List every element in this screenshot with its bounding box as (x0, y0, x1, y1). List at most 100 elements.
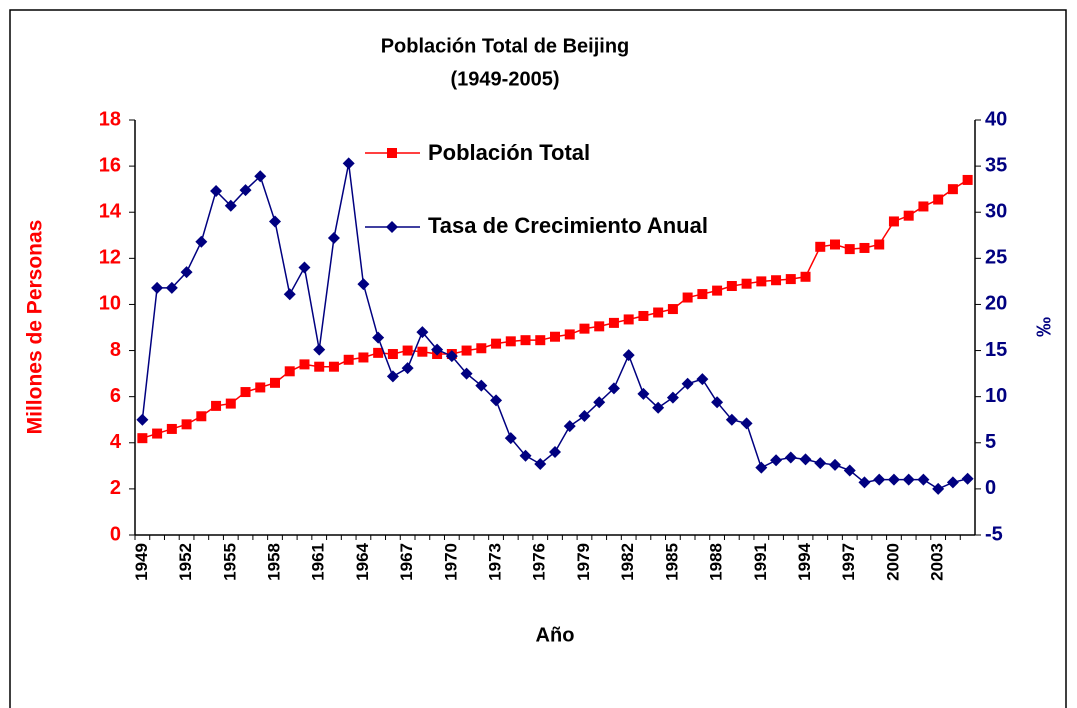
data-point (667, 304, 678, 315)
y-tick-label: 14 (99, 201, 122, 223)
chart-title: Población Total de Beijing (381, 35, 630, 57)
data-point (917, 473, 930, 486)
data-point (932, 482, 945, 495)
y2-tick-label: -5 (985, 523, 1003, 545)
data-point (240, 387, 251, 398)
data-point (946, 476, 959, 489)
data-point (270, 377, 280, 388)
data-point (741, 278, 752, 289)
data-point (298, 261, 311, 274)
data-point (756, 276, 767, 287)
data-point (873, 473, 886, 486)
x-tick-label: 1979 (574, 543, 593, 581)
legend-marker (387, 148, 397, 158)
data-point (784, 451, 797, 464)
y2-tick-label: 15 (985, 339, 1007, 361)
data-point (726, 281, 737, 291)
data-point (799, 453, 812, 466)
data-point (224, 199, 237, 212)
data-point (534, 457, 547, 470)
data-point (712, 285, 723, 296)
chart-subtitle: (1949-2005) (451, 68, 560, 90)
data-point (211, 400, 222, 411)
data-point (416, 326, 429, 339)
y-tick-label: 0 (110, 523, 121, 545)
x-axis-title: Año (536, 624, 575, 646)
data-point (254, 170, 267, 183)
x-tick-label: 1988 (707, 543, 726, 581)
data-point (697, 289, 708, 300)
data-point (328, 361, 339, 372)
data-point (284, 366, 295, 377)
data-point (166, 423, 177, 434)
data-point (358, 352, 369, 363)
data-point (859, 242, 870, 253)
y2-tick-label: 35 (985, 154, 1007, 176)
data-point (180, 266, 193, 279)
x-tick-label: 1949 (132, 543, 151, 581)
x-tick-label: 1997 (839, 543, 858, 581)
x-tick-label: 1958 (264, 543, 283, 581)
data-point (342, 157, 355, 170)
data-point (637, 387, 650, 400)
data-point (313, 343, 326, 356)
data-point (181, 419, 192, 430)
data-point (461, 345, 472, 356)
data-point (829, 458, 841, 471)
y2-axis-title: ‰ (1033, 317, 1055, 337)
x-tick-label: 1955 (220, 543, 239, 581)
data-point (638, 310, 649, 321)
data-point (578, 410, 591, 423)
data-point (594, 321, 605, 332)
data-point (460, 367, 473, 380)
data-point (152, 428, 163, 439)
x-tick-label: 1991 (751, 543, 770, 581)
data-point (327, 232, 340, 245)
data-point (770, 454, 783, 467)
data-point (136, 413, 149, 426)
data-point (623, 314, 634, 325)
data-point (918, 201, 929, 212)
data-point (314, 361, 325, 372)
data-point (755, 461, 768, 474)
x-tick-label: 1967 (397, 543, 416, 581)
data-point (283, 288, 296, 301)
y2-tick-label: 5 (985, 431, 996, 453)
data-point (579, 323, 590, 334)
data-point (858, 476, 871, 489)
data-point (431, 343, 444, 356)
data-point (475, 379, 488, 392)
data-point (387, 349, 398, 360)
x-tick-label: 1982 (618, 543, 637, 581)
data-point (255, 382, 266, 393)
data-point (725, 413, 738, 426)
data-point (225, 398, 236, 409)
data-point (843, 464, 856, 477)
data-point (607, 382, 620, 395)
y2-tick-label: 20 (985, 293, 1007, 315)
data-point (151, 281, 164, 294)
data-point (800, 271, 811, 282)
data-point (343, 354, 354, 365)
data-point (563, 420, 576, 433)
data-point (874, 239, 885, 250)
y-tick-label: 10 (99, 293, 121, 315)
data-point (888, 216, 899, 227)
data-point (740, 417, 753, 430)
data-point (520, 335, 531, 346)
data-point (961, 472, 974, 485)
data-point (519, 449, 532, 462)
data-point (815, 241, 826, 252)
data-point (372, 331, 385, 344)
data-point (814, 457, 827, 470)
x-tick-label: 1985 (662, 543, 681, 581)
x-tick-label: 1952 (176, 543, 195, 581)
data-point (902, 473, 915, 486)
data-point (239, 184, 252, 197)
data-point (373, 347, 384, 358)
y-tick-label: 8 (110, 339, 121, 361)
y-axis-title: Millones de Personas (24, 220, 47, 435)
data-point (210, 185, 223, 198)
x-tick-label: 1976 (530, 543, 549, 581)
legend-marker (386, 221, 398, 233)
